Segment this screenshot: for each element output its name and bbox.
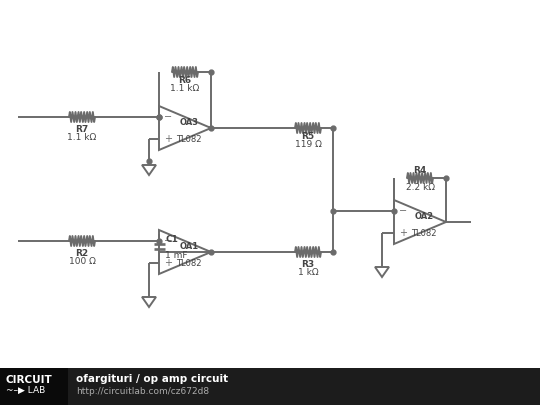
Bar xyxy=(0,368,540,405)
Text: TL082: TL082 xyxy=(176,135,202,144)
Text: −: − xyxy=(399,206,407,216)
Text: R5: R5 xyxy=(301,132,315,141)
Text: R3: R3 xyxy=(301,260,315,269)
Text: OA2: OA2 xyxy=(414,212,434,221)
Text: 1 mF: 1 mF xyxy=(165,251,187,260)
Text: +: + xyxy=(164,134,172,144)
Text: R7: R7 xyxy=(76,125,89,134)
Text: −: − xyxy=(164,112,172,122)
Text: R4: R4 xyxy=(414,166,427,175)
Text: +: + xyxy=(164,258,172,268)
Text: ~–▶ LAB: ~–▶ LAB xyxy=(6,386,45,395)
Text: OA1: OA1 xyxy=(179,242,199,251)
Text: 1 kΩ: 1 kΩ xyxy=(298,268,318,277)
Text: 2.2 kΩ: 2.2 kΩ xyxy=(406,183,435,192)
Text: 100 Ω: 100 Ω xyxy=(69,257,96,266)
Text: OA3: OA3 xyxy=(179,118,199,127)
Text: R2: R2 xyxy=(76,249,89,258)
Text: TL082: TL082 xyxy=(176,259,202,268)
Text: 1.1 kΩ: 1.1 kΩ xyxy=(171,84,200,93)
Text: 119 Ω: 119 Ω xyxy=(294,140,321,149)
Text: R6: R6 xyxy=(178,76,192,85)
Text: C1: C1 xyxy=(165,234,178,243)
Text: 1.1 kΩ: 1.1 kΩ xyxy=(68,133,97,142)
Text: CIRCUIT: CIRCUIT xyxy=(6,375,53,385)
Bar xyxy=(0,368,68,405)
Text: −: − xyxy=(164,236,172,246)
Text: http://circuitlab.com/cz672d8: http://circuitlab.com/cz672d8 xyxy=(76,387,209,396)
Text: ofargituri / op amp circuit: ofargituri / op amp circuit xyxy=(76,374,228,384)
Text: +: + xyxy=(399,228,407,238)
Text: TL082: TL082 xyxy=(411,229,437,238)
